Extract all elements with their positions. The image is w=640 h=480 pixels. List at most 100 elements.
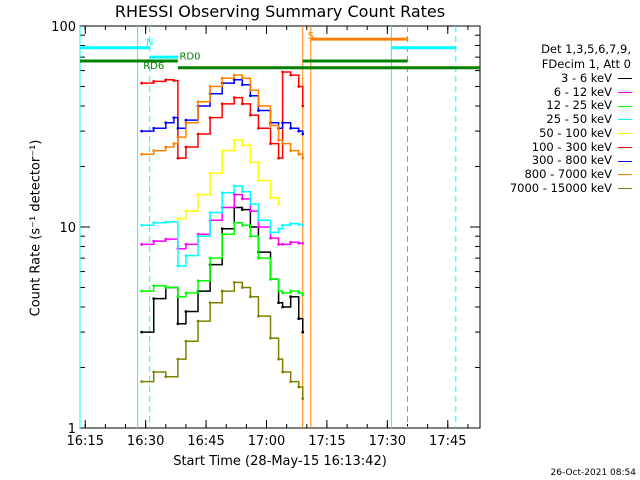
series-point bbox=[232, 193, 236, 196]
series-point bbox=[248, 160, 252, 164]
legend-entry-label: 25 - 50 keV bbox=[546, 112, 612, 127]
series-point bbox=[176, 264, 180, 268]
y-tick-label: 1 bbox=[68, 422, 76, 437]
series-point bbox=[140, 289, 144, 293]
legend-entry-label: 50 - 100 keV bbox=[539, 125, 612, 140]
series-point bbox=[232, 73, 236, 77]
series-point bbox=[289, 289, 293, 293]
series-point bbox=[220, 191, 224, 195]
series-point bbox=[196, 319, 200, 323]
series-point bbox=[240, 190, 244, 194]
y-axis-label: Count Rate (s⁻¹ detector⁻¹) bbox=[28, 139, 44, 317]
series-point bbox=[248, 234, 252, 238]
series-point bbox=[269, 142, 272, 145]
series-point bbox=[152, 370, 156, 374]
series-point bbox=[277, 301, 280, 305]
series-point bbox=[269, 336, 272, 340]
series-point bbox=[301, 293, 305, 297]
series-point bbox=[140, 380, 144, 384]
series-point bbox=[140, 129, 144, 133]
legend-entry: 7000 - 15000 keV bbox=[484, 180, 634, 196]
series-point bbox=[301, 156, 305, 160]
series-point bbox=[301, 223, 305, 227]
series-point bbox=[196, 193, 200, 196]
series-point bbox=[240, 76, 244, 80]
series-point bbox=[164, 375, 168, 379]
series-point bbox=[172, 116, 176, 120]
legend-swatch bbox=[618, 187, 632, 189]
series-point bbox=[269, 231, 272, 234]
legend-entry-label: 7000 - 15000 keV bbox=[509, 180, 612, 195]
legend-swatch bbox=[618, 105, 632, 107]
series-point bbox=[269, 236, 272, 240]
series-point bbox=[240, 208, 244, 212]
series-point bbox=[257, 179, 260, 183]
legend-entry-label: 3 - 6 keV bbox=[561, 71, 612, 85]
series-point bbox=[248, 202, 252, 206]
series-point bbox=[164, 220, 168, 224]
series-point bbox=[208, 85, 212, 88]
series-point bbox=[152, 297, 156, 301]
series-point bbox=[184, 121, 188, 125]
x-tick-label: 17:30 bbox=[369, 434, 406, 449]
series-point bbox=[281, 223, 285, 227]
series-point bbox=[220, 102, 224, 106]
series-point bbox=[196, 279, 200, 283]
series-point bbox=[281, 242, 285, 246]
series-point bbox=[289, 149, 293, 152]
x-tick-label: 16:15 bbox=[67, 434, 104, 449]
series-point bbox=[184, 339, 188, 343]
series-point bbox=[172, 79, 176, 83]
series-point bbox=[232, 138, 236, 142]
series-point bbox=[208, 116, 212, 120]
series-point bbox=[240, 223, 244, 227]
series-point bbox=[140, 242, 144, 246]
series-point bbox=[297, 152, 301, 156]
series-point bbox=[277, 227, 280, 231]
series-point bbox=[140, 81, 144, 85]
series-point bbox=[257, 126, 260, 130]
generated-timestamp: 26-Oct-2021 08:54 bbox=[550, 468, 636, 478]
x-tick-label: 17:00 bbox=[248, 434, 285, 449]
series-point bbox=[140, 152, 144, 156]
series-point bbox=[152, 149, 156, 152]
legend-entry: 100 - 300 keV bbox=[484, 139, 634, 155]
series-point bbox=[232, 221, 236, 225]
series-point bbox=[164, 121, 168, 125]
series-point bbox=[269, 124, 272, 127]
series-point bbox=[248, 94, 252, 98]
series-point bbox=[220, 149, 224, 152]
legend-entry-label: 300 - 800 keV bbox=[531, 153, 612, 168]
series-point bbox=[208, 171, 212, 175]
y-tick-label: 100 bbox=[51, 20, 76, 35]
series-point bbox=[240, 83, 244, 87]
series-point bbox=[176, 357, 180, 361]
series-point bbox=[269, 196, 272, 200]
series-point bbox=[220, 227, 224, 231]
series-point bbox=[257, 104, 260, 108]
series-point bbox=[248, 209, 252, 213]
series-point bbox=[152, 284, 156, 288]
legend-swatch bbox=[618, 92, 632, 94]
series-point bbox=[240, 286, 244, 289]
series-point bbox=[281, 370, 285, 374]
series-point bbox=[301, 330, 305, 334]
series-point bbox=[269, 277, 272, 281]
series-line bbox=[141, 185, 304, 267]
legend-swatch bbox=[618, 119, 632, 121]
series-point bbox=[232, 184, 236, 188]
series-point bbox=[232, 78, 236, 82]
series-point bbox=[297, 385, 301, 389]
series-point bbox=[164, 286, 168, 289]
mode-label: N bbox=[146, 37, 153, 48]
series-point bbox=[257, 225, 260, 229]
series-point bbox=[277, 289, 280, 293]
series-point bbox=[220, 232, 224, 236]
series-point bbox=[289, 126, 293, 130]
series-point bbox=[196, 234, 200, 238]
series-point bbox=[240, 143, 244, 147]
legend-entry: 12 - 25 keV bbox=[484, 99, 634, 113]
legend-entry-label: 100 - 300 keV bbox=[531, 139, 612, 154]
series-point bbox=[140, 223, 144, 227]
